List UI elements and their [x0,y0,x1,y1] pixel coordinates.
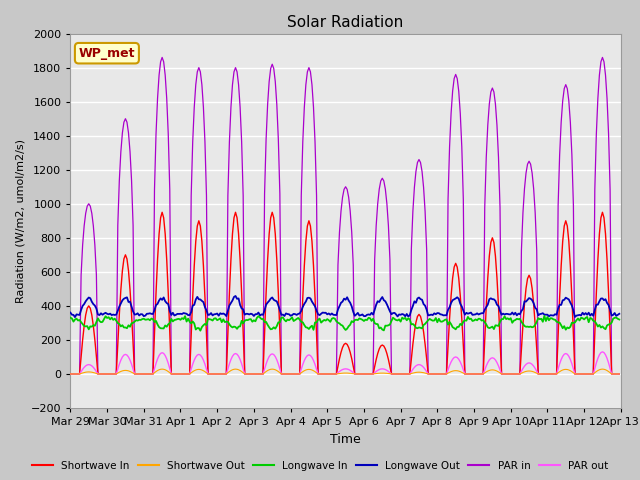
Y-axis label: Radiation (W/m2, umol/m2/s): Radiation (W/m2, umol/m2/s) [15,139,26,303]
Title: Solar Radiation: Solar Radiation [287,15,404,30]
Legend: Shortwave In, Shortwave Out, Longwave In, Longwave Out, PAR in, PAR out: Shortwave In, Shortwave Out, Longwave In… [28,456,612,475]
X-axis label: Time: Time [330,432,361,445]
Text: WP_met: WP_met [79,47,135,60]
